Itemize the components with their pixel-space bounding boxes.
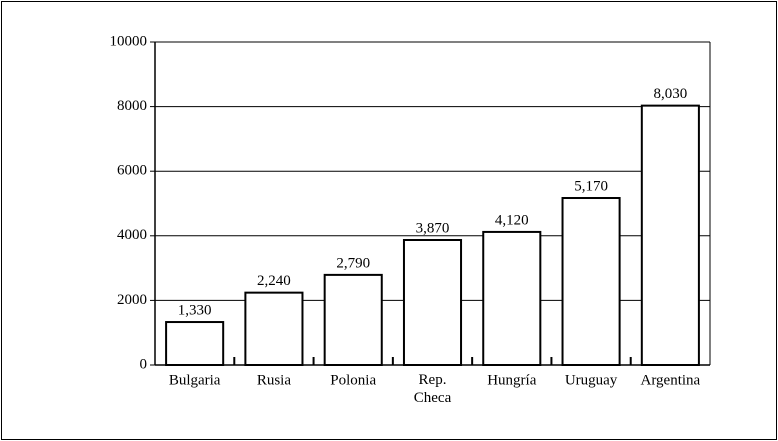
bar	[482, 230, 542, 366]
value-label: 3,870	[416, 220, 450, 236]
bar	[165, 321, 225, 366]
bar	[323, 273, 383, 366]
y-tick-label: 6000	[117, 163, 147, 179]
x-tick-label: Hungría	[487, 372, 536, 388]
y-tick-label: 10000	[110, 33, 148, 49]
value-label: 8,030	[653, 86, 687, 102]
x-tick-label: Rusia	[257, 372, 292, 388]
bar	[640, 104, 700, 366]
bar	[244, 291, 304, 367]
x-tick-label: Rep. Checa	[414, 372, 452, 406]
y-tick-label: 4000	[117, 227, 147, 243]
y-tick-label: 8000	[117, 98, 147, 114]
x-tick-label: Polonia	[330, 372, 376, 388]
x-tick-label: Argentina	[640, 372, 700, 388]
x-tick-label: Bulgaria	[169, 372, 221, 388]
bar	[402, 238, 463, 366]
value-label: 1,330	[178, 302, 212, 318]
bar	[561, 197, 621, 366]
value-label: 2,240	[257, 273, 291, 289]
y-tick-label: 0	[140, 356, 148, 372]
value-label: 4,120	[495, 212, 529, 228]
value-label: 5,170	[574, 178, 608, 194]
y-tick-label: 2000	[117, 292, 147, 308]
x-tick-label: Uruguay	[565, 372, 618, 388]
value-label: 2,790	[336, 255, 370, 271]
